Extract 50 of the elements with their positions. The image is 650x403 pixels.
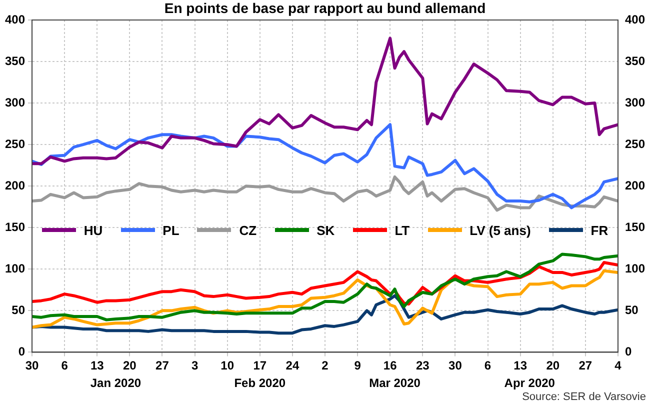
legend-label: PL <box>162 222 180 238</box>
x-tick-label: 30 <box>448 358 462 373</box>
x-tick-label: 20 <box>546 358 560 373</box>
x-tick-label: 2 <box>322 358 329 373</box>
x-tick-label: 13 <box>90 358 104 373</box>
y-tick-label: 300 <box>4 95 26 110</box>
legend-label: LT <box>394 222 410 238</box>
x-tick-label: 16 <box>383 358 398 373</box>
x2-tick-label: Mar 2020 <box>369 376 421 390</box>
y-tick-label: 250 <box>4 136 26 151</box>
x-tick-label: 27 <box>578 358 592 373</box>
x-tick-label: 24 <box>286 358 300 373</box>
x-tick-label: 9 <box>354 358 362 373</box>
y-tick-label: 350 <box>4 54 26 68</box>
x-tick-label: 6 <box>484 358 492 373</box>
x-tick-label: 23 <box>416 358 430 373</box>
x2-tick-label: Jan 2020 <box>90 376 142 390</box>
x-tick-label: 20 <box>123 358 137 373</box>
y2-tick-label: 50 <box>624 302 639 317</box>
y-tick-label: 150 <box>4 220 26 234</box>
x-tick-label: 3 <box>191 358 198 373</box>
x-tick-label: 27 <box>156 358 170 373</box>
x-tick-label: 6 <box>61 358 68 373</box>
x-tick-label: 30 <box>25 358 40 373</box>
y2-tick-label: 350 <box>624 54 646 68</box>
y2-tick-label: 0 <box>624 344 632 359</box>
x-tick-label: 17 <box>253 358 267 373</box>
y-tick-label: 50 <box>12 302 26 317</box>
x-tick-label: 13 <box>514 358 528 373</box>
x2-tick-label: Apr 2020 <box>504 376 556 390</box>
legend-label: SK <box>316 222 335 238</box>
legend-label: FR <box>590 222 608 238</box>
chart-title: En points de base par rapport au bund allemand <box>164 0 486 16</box>
legend-label: HU <box>84 222 103 238</box>
y-tick-label: 100 <box>4 261 26 276</box>
y2-tick-label: 200 <box>624 178 646 192</box>
y2-tick-label: 300 <box>624 95 646 110</box>
y-tick-label: 400 <box>4 12 26 26</box>
y-tick-label: 0 <box>18 344 26 359</box>
y2-tick-label: 400 <box>624 12 646 26</box>
y2-tick-label: 250 <box>624 136 646 151</box>
source-note: Source: SER de Varsovie <box>522 391 646 403</box>
y2-tick-label: 150 <box>624 220 646 234</box>
legend-label: CZ <box>239 222 257 238</box>
x-tick-label: 4 <box>614 358 622 373</box>
legend-label: LV (5 ans) <box>470 222 531 238</box>
x2-tick-label: Feb 2020 <box>234 376 286 390</box>
y2-tick-label: 100 <box>624 261 646 276</box>
x-tick-label: 10 <box>220 358 234 373</box>
y-tick-label: 200 <box>4 178 26 192</box>
